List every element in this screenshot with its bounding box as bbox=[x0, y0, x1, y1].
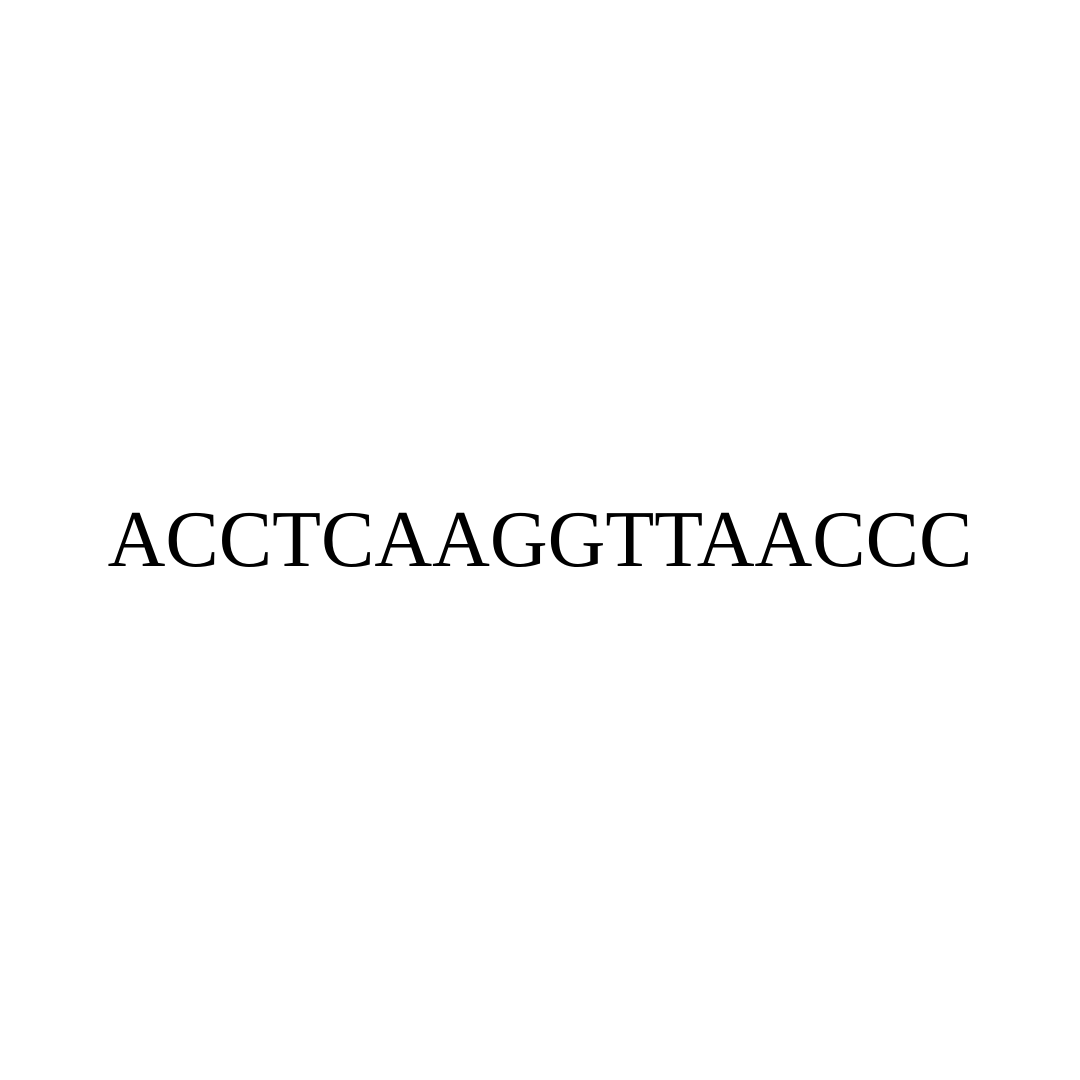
dna-sequence-text: ACCTCAAGGTTAACCC bbox=[108, 495, 973, 586]
